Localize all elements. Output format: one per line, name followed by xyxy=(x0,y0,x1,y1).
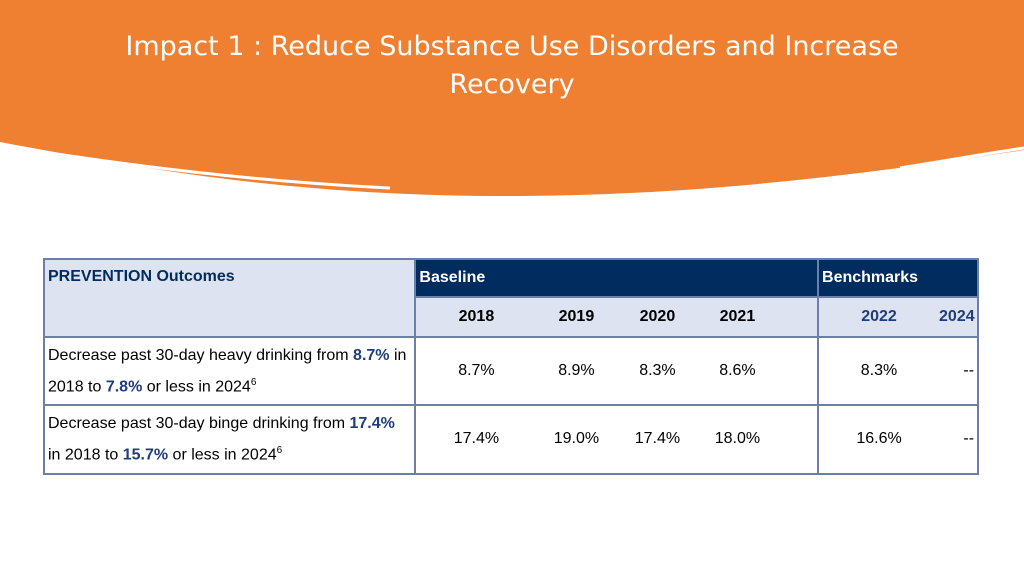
benchmark-values: 8.3% -- xyxy=(817,335,979,407)
baseline-target-value: 17.4% xyxy=(349,415,395,433)
outcome-description: Decrease past 30-day binge drinking from… xyxy=(42,404,417,475)
benchmark-value: -- xyxy=(963,362,975,380)
baseline-value: 18.0% xyxy=(714,430,761,448)
goal-target-value: 7.8% xyxy=(105,378,143,396)
benchmark-value: -- xyxy=(963,430,975,448)
slide-title-line-1: Impact 1 : Reduce Substance Use Disorder… xyxy=(125,31,899,62)
benchmark-years: 2022 2024 xyxy=(817,296,979,338)
benchmark-value: 8.3% xyxy=(860,362,898,380)
benchmark-value: 16.6% xyxy=(856,430,902,448)
outcome-description: Decrease past 30-day heavy drinking from… xyxy=(42,335,417,407)
baseline-header: Baseline xyxy=(414,258,820,298)
baseline-years: 2018 2019 2020 2021 xyxy=(414,296,820,338)
footnote-marker: 6 xyxy=(250,377,257,388)
baseline-value: 17.4% xyxy=(634,430,681,448)
year-baseline: 2019 xyxy=(558,308,595,325)
year-baseline: 2021 xyxy=(719,308,756,325)
benchmark-values: 16.6% -- xyxy=(817,404,979,475)
prevention-outcomes-header: PREVENTION Outcomes xyxy=(42,258,417,338)
prevention-outcomes-table: PREVENTION Outcomes Baseline Benchmarks … xyxy=(42,258,979,475)
footnote-marker: 6 xyxy=(276,445,283,457)
benchmarks-header: Benchmarks xyxy=(817,258,979,298)
year-baseline: 2020 xyxy=(639,308,676,325)
table-row: Decrease past 30-day heavy drinking from… xyxy=(42,335,979,407)
baseline-values: 8.7% 8.9% 8.3% 8.6% xyxy=(414,335,820,407)
years-row: 2018 2019 2020 2021 2022 2024 xyxy=(44,296,979,338)
table-row: Decrease past 30-day binge drinking from… xyxy=(42,404,979,475)
slide-title-line-2: Recovery xyxy=(449,69,575,100)
baseline-value: 19.0% xyxy=(553,430,600,448)
year-baseline: 2018 xyxy=(458,308,495,325)
year-benchmark: 2022 xyxy=(861,308,897,325)
baseline-value: 8.6% xyxy=(719,362,756,380)
title-banner xyxy=(0,0,1024,197)
baseline-target-value: 8.7% xyxy=(353,347,390,364)
baseline-value: 8.3% xyxy=(639,362,676,380)
year-benchmark: 2024 xyxy=(939,308,975,325)
baseline-value: 17.4% xyxy=(453,430,500,448)
baseline-value: 8.9% xyxy=(558,362,595,380)
baseline-values: 17.4% 19.0% 17.4% 18.0% xyxy=(414,404,820,475)
slide-title: Impact 1 : Reduce Substance Use Disorder… xyxy=(0,28,1024,104)
goal-target-value: 15.7% xyxy=(122,446,169,464)
table-header-row: PREVENTION Outcomes Baseline Benchmarks xyxy=(42,258,979,338)
baseline-value: 8.7% xyxy=(458,362,495,380)
